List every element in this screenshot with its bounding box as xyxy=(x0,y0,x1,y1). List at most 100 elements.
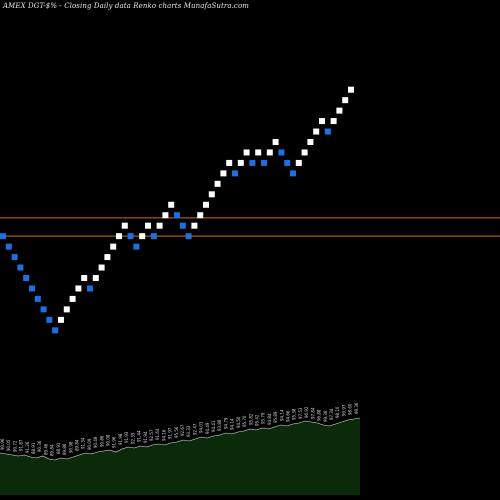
renko-brick-down xyxy=(127,233,134,240)
renko-brick-up xyxy=(197,212,204,219)
renko-brick-up xyxy=(301,149,308,156)
renko-brick-up xyxy=(307,139,314,145)
volume-label: 91.64 xyxy=(155,428,160,440)
renko-brick-up xyxy=(313,128,320,135)
renko-brick-up xyxy=(266,149,273,156)
renko-brick-up xyxy=(81,275,88,281)
renko-brick-down xyxy=(185,233,192,240)
renko-brick-down xyxy=(46,316,53,323)
volume-label: 95.82 xyxy=(248,413,253,425)
volume-label: 88.91 xyxy=(31,442,36,454)
renko-brick-down xyxy=(324,128,331,135)
renko-brick-up xyxy=(104,254,111,261)
volume-label: 91.44 xyxy=(137,430,142,442)
renko-brick-up xyxy=(69,295,76,302)
volume-label: 89.86 xyxy=(62,443,67,455)
volume-label: 95.89 xyxy=(273,411,278,423)
volume-label: 93.88 xyxy=(217,419,222,431)
renko-brick-down xyxy=(232,170,238,177)
renko-brick-up xyxy=(214,180,221,187)
renko-brick-down xyxy=(0,233,6,240)
volume-label: 93.33 xyxy=(186,425,191,437)
volume-label: 97.34 xyxy=(329,408,334,420)
renko-brick-down xyxy=(179,222,186,229)
renko-brick-down xyxy=(290,170,296,177)
renko-brick-down xyxy=(174,212,180,219)
renko-brick-up xyxy=(145,222,151,229)
renko-brick-up xyxy=(348,86,354,93)
volume-label: 91.26 xyxy=(25,441,30,453)
volume-label: 95.38 xyxy=(292,408,297,420)
volume-label: 91.97 xyxy=(168,427,173,439)
volume-label: 92.47 xyxy=(192,423,197,435)
renko-brick-up xyxy=(75,285,82,292)
renko-brick-down xyxy=(34,295,41,302)
volume-label: 99.97 xyxy=(341,404,346,416)
volume-label: 90.05 xyxy=(6,439,11,451)
volume-label: 96.88 xyxy=(317,409,322,421)
volume-label: 94.84 xyxy=(267,413,272,425)
renko-brick-up xyxy=(156,222,163,229)
volume-label: 88.91 xyxy=(56,442,61,454)
volume-label: 94.50 xyxy=(236,416,241,428)
volume-label: 94.14 xyxy=(230,418,235,430)
renko-brick-down xyxy=(11,254,18,261)
volume-label: 89.84 xyxy=(74,439,79,451)
volume-label: 94.79 xyxy=(223,417,228,429)
renko-brick-up xyxy=(330,118,337,125)
volume-label: 94.14 xyxy=(279,409,284,421)
volume-label: 90.36 xyxy=(37,440,42,452)
volume-label: 98.10 xyxy=(335,406,340,418)
volume-label: 91.87 xyxy=(19,439,24,451)
renko-brick-down xyxy=(284,159,291,166)
renko-brick-up xyxy=(295,159,302,166)
renko-brick-up xyxy=(237,159,244,166)
renko-brick-up xyxy=(110,243,117,250)
volume-label: 90.08 xyxy=(106,434,111,446)
volume-label: 89.84 xyxy=(50,444,55,456)
volume-label: 94.16 xyxy=(161,429,166,441)
renko-brick-up xyxy=(121,222,128,229)
volume-label: 97.53 xyxy=(298,407,303,419)
renko-brick-up xyxy=(243,149,250,156)
volume-label: 91.34 xyxy=(81,437,86,449)
renko-brick-up xyxy=(255,149,262,156)
volume-label: 91.93 xyxy=(124,431,129,443)
renko-brick-up xyxy=(220,170,227,177)
renko-brick-up xyxy=(203,201,209,208)
volume-label: 90.86 xyxy=(99,435,104,447)
volume-label: 90.49 xyxy=(93,436,98,448)
renko-brick-down xyxy=(52,327,59,334)
renko-brick-down xyxy=(261,159,267,166)
volume-label: 99.36 xyxy=(323,410,328,422)
volume-label: 92.57 xyxy=(149,429,154,441)
renko-brick-down xyxy=(150,233,157,240)
volume-label: 90.96 xyxy=(0,438,5,450)
volume-label: 91.94 xyxy=(143,431,148,443)
renko-brick-up xyxy=(191,222,198,229)
volume-outline xyxy=(0,417,361,461)
renko-brick-down xyxy=(278,149,285,156)
volume-label: 92.67 xyxy=(180,424,185,436)
volume-label: 95.56 xyxy=(174,426,179,438)
volume-label: 98.60 xyxy=(348,403,353,415)
renko-brick-down xyxy=(249,159,256,166)
volume-label: 94.41 xyxy=(211,420,216,432)
volume-label: 94.66 xyxy=(286,410,291,422)
renko-brick-down xyxy=(29,285,35,292)
renko-brick-up xyxy=(336,107,343,114)
renko-brick-down xyxy=(17,264,24,271)
renko-brick-down xyxy=(87,285,93,292)
renko-brick-up xyxy=(168,201,175,208)
renko-brick-down xyxy=(5,243,12,250)
renko-brick-up xyxy=(162,212,169,219)
volume-label: 99.36 xyxy=(354,402,359,414)
renko-brick-down xyxy=(133,243,140,250)
volume-label: 97.84 xyxy=(310,407,315,419)
renko-brick-up xyxy=(116,233,122,240)
renko-brick-up xyxy=(139,233,146,240)
chart-title: AMEX DGT-$% - Closing Daily data Renko c… xyxy=(3,2,249,10)
volume-area xyxy=(0,418,360,495)
volume-label: 96.92 xyxy=(304,406,309,418)
